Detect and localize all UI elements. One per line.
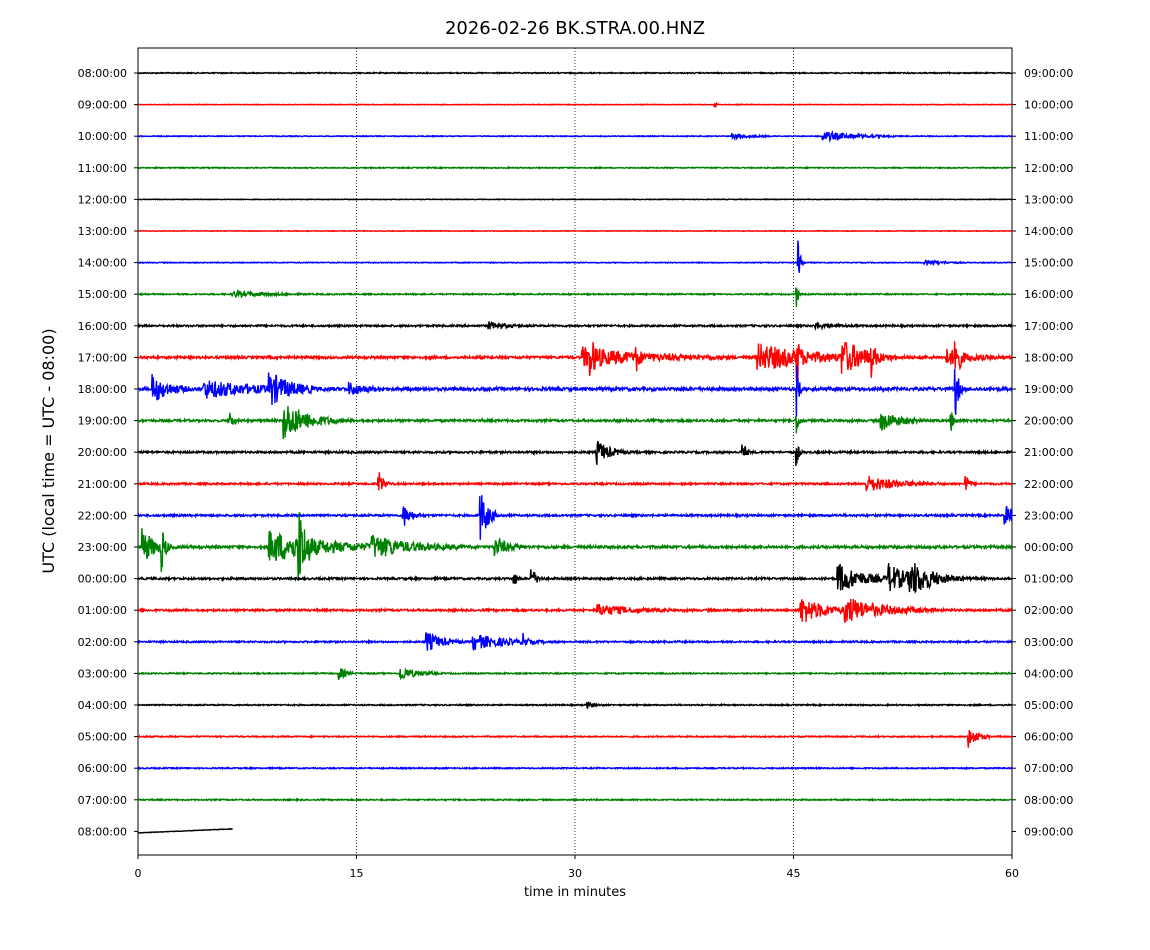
trace-line xyxy=(137,229,1013,233)
left-tick-label: 23:00:00 xyxy=(78,541,127,554)
right-tick-label: 17:00:00 xyxy=(1024,320,1073,333)
right-tick-label: 21:00:00 xyxy=(1024,446,1073,459)
left-tick-label: 01:00:00 xyxy=(78,604,127,617)
trace-line xyxy=(137,240,1013,273)
trace-line xyxy=(137,101,1013,108)
left-tick-label: 11:00:00 xyxy=(78,162,127,175)
right-tick-label: 20:00:00 xyxy=(1024,415,1073,428)
left-tick-label: 12:00:00 xyxy=(78,193,127,206)
left-tick-label: 08:00:00 xyxy=(78,825,127,838)
right-tick-label: 23:00:00 xyxy=(1024,509,1073,522)
trace-line xyxy=(137,632,1013,652)
trace-line xyxy=(137,827,233,834)
left-tick-label: 03:00:00 xyxy=(78,667,127,680)
left-tick-label: 04:00:00 xyxy=(78,699,127,712)
trace-line xyxy=(137,197,1012,201)
trace-line xyxy=(137,405,1013,440)
trace-line xyxy=(137,729,1013,748)
trace-line xyxy=(137,495,1013,540)
left-tick-label: 21:00:00 xyxy=(78,478,127,491)
left-tick-label: 13:00:00 xyxy=(78,225,127,238)
trace-line xyxy=(137,165,1013,170)
right-tick-label: 09:00:00 xyxy=(1024,67,1073,80)
chart-title: 2026-02-26 BK.STRA.00.HNZ xyxy=(445,18,705,39)
left-tick-label: 05:00:00 xyxy=(78,731,127,744)
right-tick-label: 03:00:00 xyxy=(1024,636,1073,649)
left-tick-label: 06:00:00 xyxy=(78,762,127,775)
left-tick-label: 09:00:00 xyxy=(78,99,127,112)
left-tick-label: 19:00:00 xyxy=(78,415,127,428)
right-tick-label: 06:00:00 xyxy=(1024,731,1073,744)
right-tick-label: 02:00:00 xyxy=(1024,604,1073,617)
right-tick-label: 19:00:00 xyxy=(1024,383,1073,396)
right-tick-label: 04:00:00 xyxy=(1024,667,1073,680)
left-tick-label: 18:00:00 xyxy=(78,383,127,396)
x-axis-label: time in minutes xyxy=(524,885,626,900)
trace-line xyxy=(137,667,1013,681)
right-tick-label: 22:00:00 xyxy=(1024,478,1073,491)
right-tick-label: 05:00:00 xyxy=(1024,699,1073,712)
left-tick-label: 07:00:00 xyxy=(78,794,127,807)
x-tick-label: 60 xyxy=(1005,867,1019,880)
trace-line xyxy=(137,598,1013,623)
right-tick-label: 12:00:00 xyxy=(1024,162,1073,175)
right-tick-label: 09:00:00 xyxy=(1024,825,1073,838)
trace-line xyxy=(137,70,1013,76)
grid-lines xyxy=(356,48,794,855)
left-tick-labels: 08:00:00 09:00:00 10:00:00 11:00:00 12:00:00… xyxy=(78,67,138,838)
x-tick-label: 30 xyxy=(568,867,582,880)
x-tick-label: 0 xyxy=(135,867,142,880)
left-tick-label: 17:00:00 xyxy=(78,351,127,364)
trace-line xyxy=(137,472,1013,492)
left-tick-label: 00:00:00 xyxy=(78,573,127,586)
trace-line xyxy=(137,700,1013,709)
right-tick-label: 10:00:00 xyxy=(1024,99,1073,112)
x-tick-label: 45 xyxy=(787,867,801,880)
right-tick-label: 18:00:00 xyxy=(1024,351,1073,364)
y-axis-label: UTC (local time = UTC - 08:00) xyxy=(39,328,58,573)
right-tick-label: 07:00:00 xyxy=(1024,762,1073,775)
right-tick-label: 15:00:00 xyxy=(1024,257,1073,270)
left-tick-label: 08:00:00 xyxy=(78,67,127,80)
right-tick-label: 01:00:00 xyxy=(1024,573,1073,586)
trace-line xyxy=(137,365,1013,418)
right-tick-label: 11:00:00 xyxy=(1024,130,1073,143)
right-tick-labels: 09:00:00 10:00:00 11:00:00 12:00:00 13:00:00… xyxy=(1012,67,1073,838)
trace-line xyxy=(137,130,1013,144)
left-tick-label: 14:00:00 xyxy=(78,257,127,270)
x-tick-labels: 0 15 30 45 60 xyxy=(135,855,1019,880)
trace-line xyxy=(137,765,1013,771)
trace-group xyxy=(137,70,1013,834)
left-tick-label: 10:00:00 xyxy=(78,130,127,143)
left-tick-label: 20:00:00 xyxy=(78,446,127,459)
trace-line xyxy=(137,341,1013,382)
trace-line xyxy=(137,563,1013,594)
x-tick-label: 15 xyxy=(350,867,364,880)
right-tick-label: 13:00:00 xyxy=(1024,193,1073,206)
right-tick-label: 16:00:00 xyxy=(1024,288,1073,301)
right-tick-label: 14:00:00 xyxy=(1024,225,1073,238)
trace-line xyxy=(137,320,1013,331)
trace-line xyxy=(137,287,1013,308)
left-tick-label: 22:00:00 xyxy=(78,509,127,522)
trace-line xyxy=(137,512,1013,582)
left-tick-label: 15:00:00 xyxy=(78,288,127,301)
trace-line xyxy=(137,440,1013,467)
trace-line xyxy=(137,797,1013,803)
right-tick-label: 08:00:00 xyxy=(1024,794,1073,807)
left-tick-label: 16:00:00 xyxy=(78,320,127,333)
left-tick-label: 02:00:00 xyxy=(78,636,127,649)
right-tick-label: 00:00:00 xyxy=(1024,541,1073,554)
